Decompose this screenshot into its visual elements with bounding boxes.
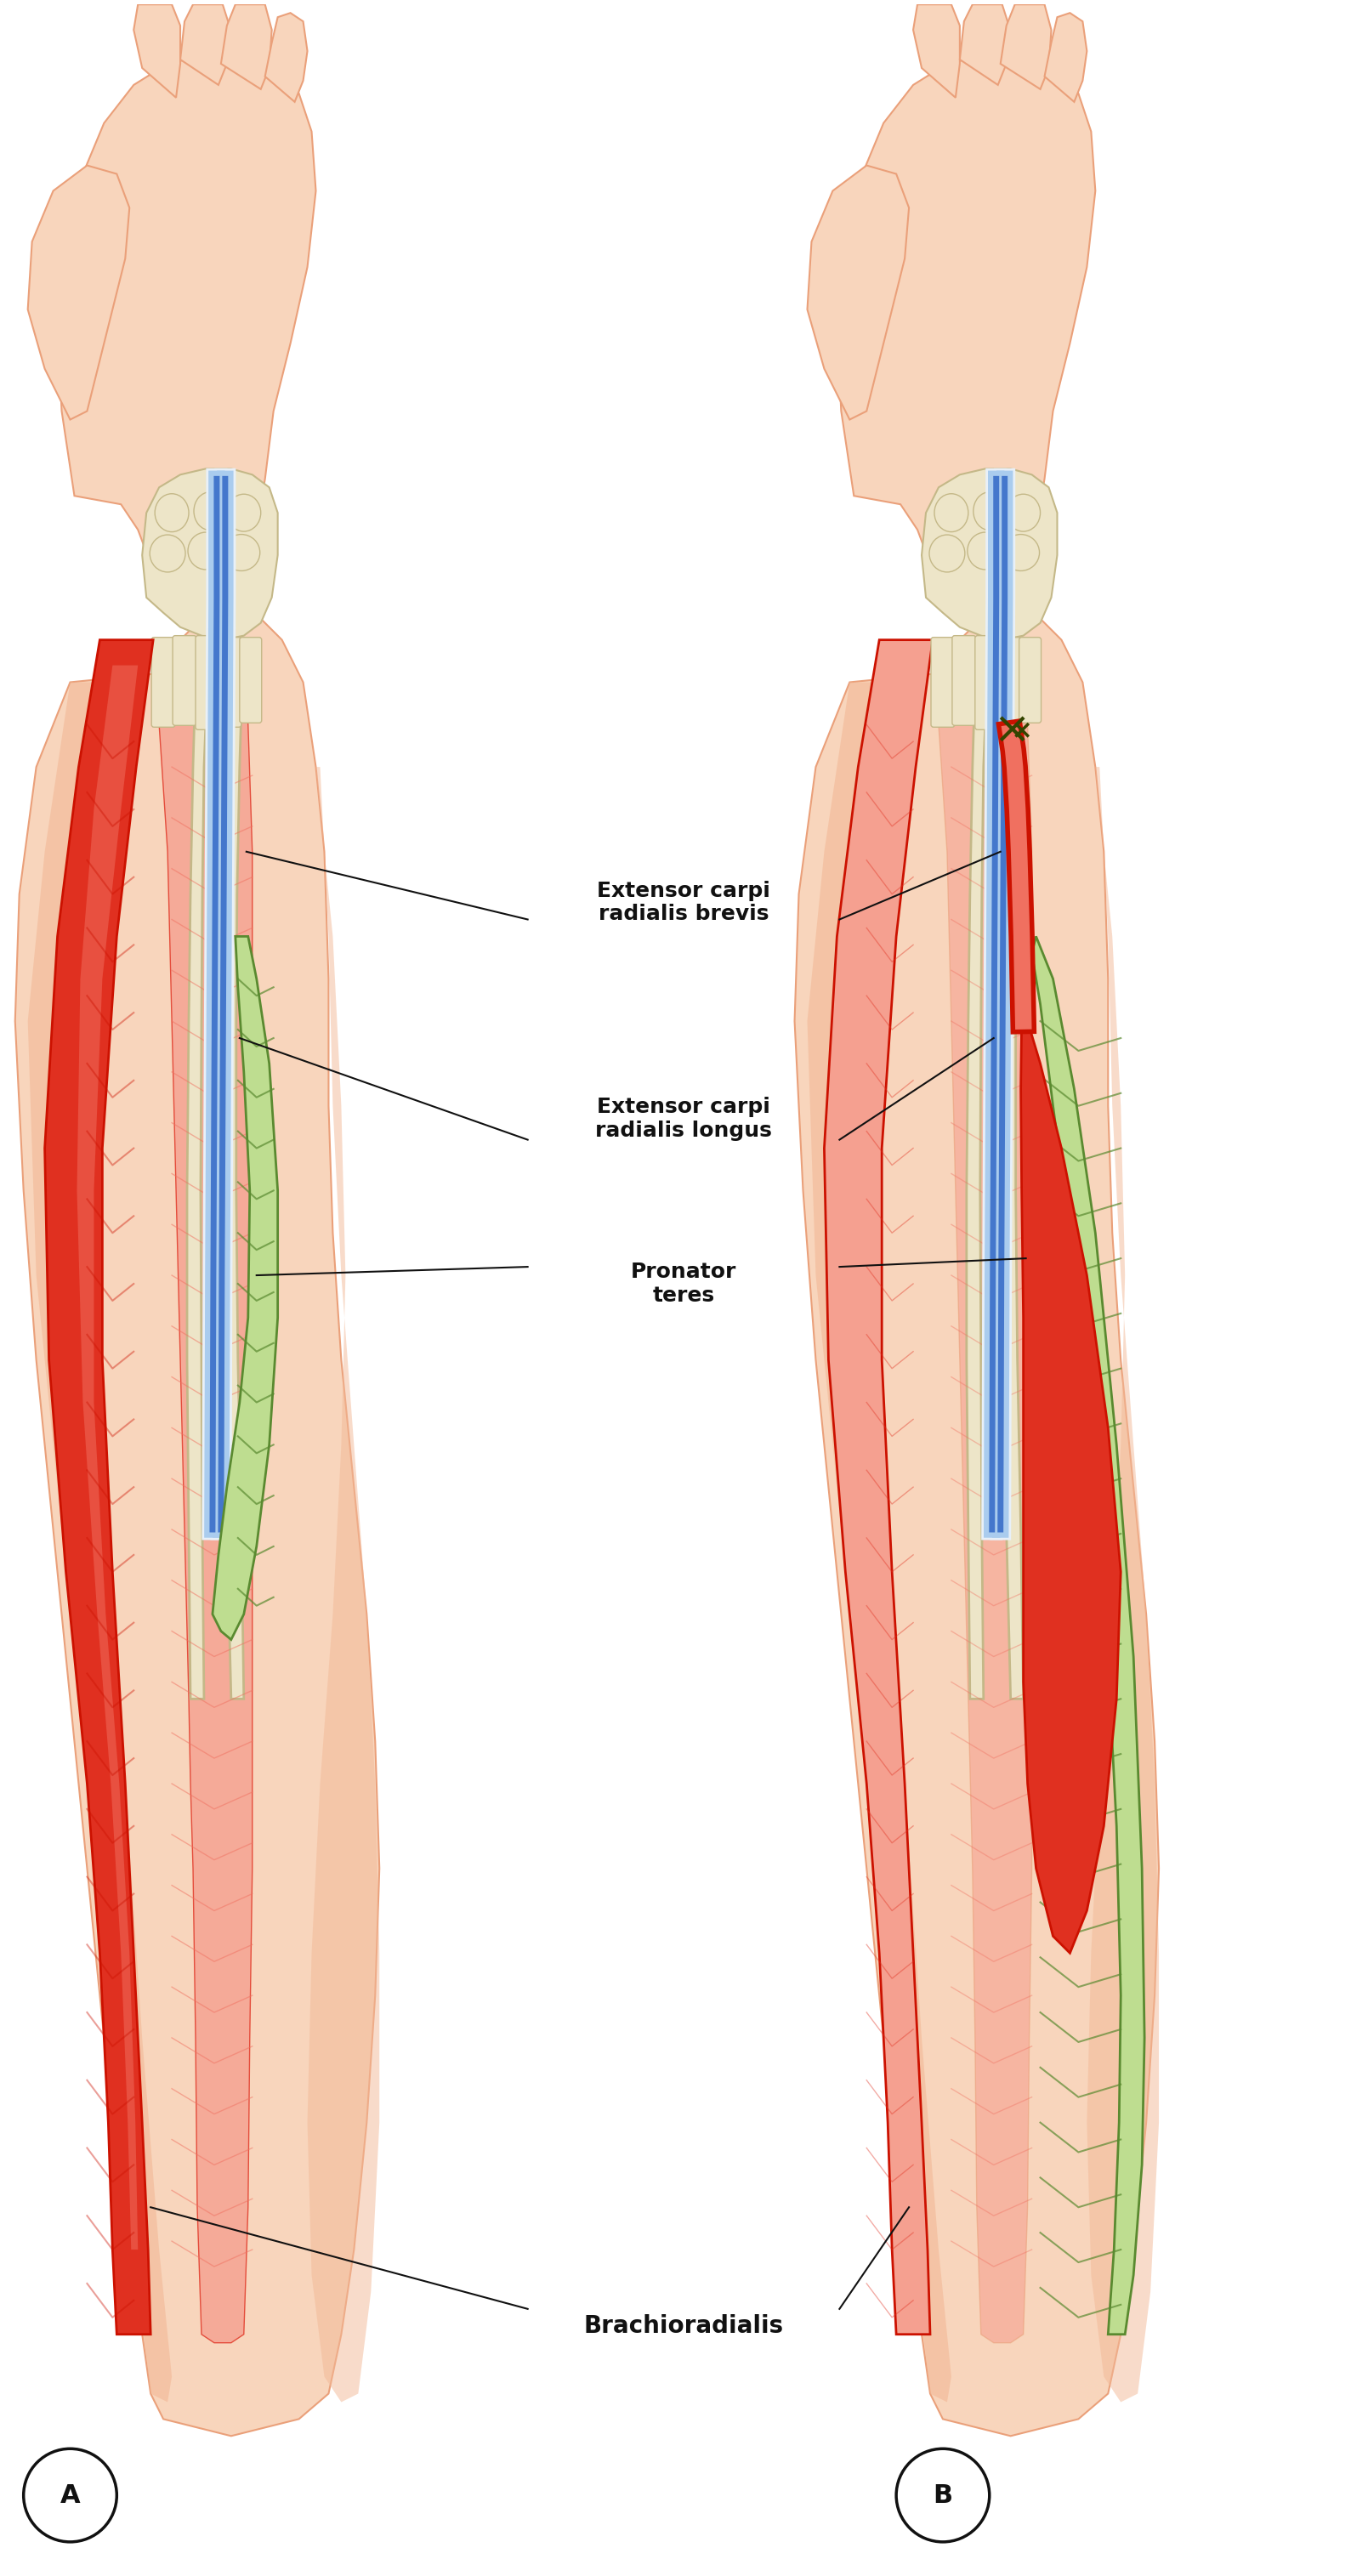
Ellipse shape (1003, 533, 1040, 572)
Polygon shape (15, 605, 379, 2437)
Ellipse shape (929, 536, 964, 572)
Polygon shape (1003, 639, 1023, 1700)
Polygon shape (1088, 768, 1159, 2401)
Ellipse shape (187, 533, 223, 569)
Polygon shape (1021, 1020, 1120, 1953)
Ellipse shape (227, 495, 261, 531)
FancyBboxPatch shape (975, 636, 999, 729)
FancyBboxPatch shape (997, 636, 1021, 726)
Ellipse shape (1007, 495, 1040, 531)
Polygon shape (57, 54, 316, 631)
FancyBboxPatch shape (952, 636, 975, 726)
FancyBboxPatch shape (172, 636, 197, 726)
Ellipse shape (967, 533, 1003, 569)
Ellipse shape (934, 495, 969, 531)
FancyBboxPatch shape (196, 636, 219, 729)
FancyBboxPatch shape (152, 636, 175, 726)
Ellipse shape (223, 533, 260, 572)
Polygon shape (1031, 938, 1145, 2334)
Polygon shape (914, 5, 960, 98)
FancyBboxPatch shape (218, 636, 241, 726)
Polygon shape (1000, 5, 1051, 90)
Polygon shape (265, 13, 308, 103)
Polygon shape (153, 657, 252, 2342)
Polygon shape (45, 639, 153, 2334)
Text: B: B (933, 2483, 952, 2506)
Polygon shape (134, 5, 181, 98)
Polygon shape (308, 768, 379, 2401)
Text: Brachioradialis: Brachioradialis (584, 2313, 784, 2339)
Ellipse shape (149, 536, 186, 572)
Polygon shape (27, 165, 130, 420)
Polygon shape (807, 165, 908, 420)
Polygon shape (922, 469, 1057, 639)
Polygon shape (807, 683, 951, 2401)
Ellipse shape (974, 492, 1005, 531)
Polygon shape (967, 639, 986, 1700)
Polygon shape (142, 469, 278, 639)
Polygon shape (181, 5, 230, 85)
Polygon shape (187, 639, 208, 1700)
Polygon shape (825, 639, 933, 2334)
Text: Extensor carpi
radialis longus: Extensor carpi radialis longus (595, 1097, 772, 1141)
Polygon shape (77, 665, 138, 2249)
Polygon shape (223, 639, 244, 1700)
Polygon shape (960, 5, 1010, 85)
Text: A: A (60, 2483, 81, 2506)
FancyBboxPatch shape (932, 636, 955, 726)
Polygon shape (212, 938, 278, 1638)
FancyBboxPatch shape (239, 636, 261, 724)
Polygon shape (222, 5, 272, 90)
Text: Extensor carpi
radialis brevis: Extensor carpi radialis brevis (596, 881, 770, 925)
Ellipse shape (155, 495, 189, 531)
Polygon shape (27, 683, 172, 2401)
Text: Pronator
teres: Pronator teres (631, 1262, 736, 1306)
Polygon shape (795, 605, 1159, 2437)
FancyBboxPatch shape (1019, 636, 1041, 724)
Polygon shape (837, 54, 1096, 631)
Ellipse shape (194, 492, 226, 531)
Polygon shape (933, 657, 1031, 2342)
Polygon shape (1045, 13, 1088, 103)
